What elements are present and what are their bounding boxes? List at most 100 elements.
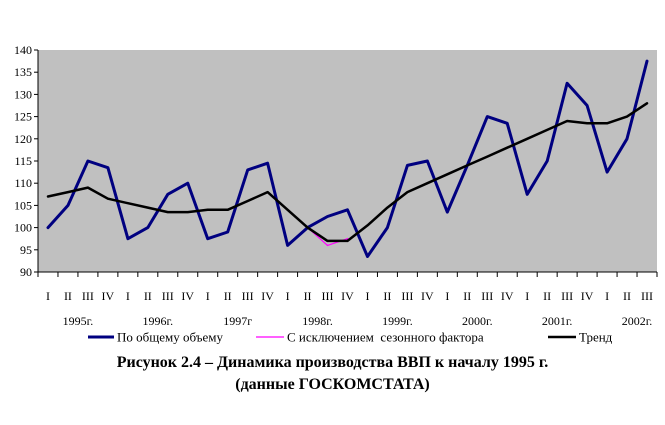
- y-axis: 90 95 100 105 110 115 120 125 130 135 140: [14, 43, 39, 279]
- y-tick-label: 130: [14, 87, 32, 101]
- data-point: [47, 226, 49, 229]
- x-tick-label: I: [445, 289, 449, 303]
- x-tick-label: IV: [421, 289, 434, 303]
- data-point: [147, 206, 149, 209]
- data-point: [386, 206, 389, 209]
- data-point: [446, 173, 449, 176]
- y-tick-label: 135: [14, 65, 32, 79]
- data-point: [286, 209, 289, 211]
- x-tick-label: III: [162, 289, 174, 303]
- x-tick-label: II: [304, 289, 312, 303]
- y-tick-label: 115: [14, 154, 32, 168]
- data-point: [486, 115, 489, 118]
- x-tick-label: III: [641, 289, 653, 303]
- year-label: 1997г: [223, 314, 252, 328]
- data-point: [546, 160, 548, 162]
- data-point: [226, 209, 229, 211]
- data-point: [286, 244, 289, 247]
- data-point: [346, 240, 349, 242]
- x-tick-label: II: [64, 289, 72, 303]
- data-point: [546, 129, 548, 131]
- x-tick-label: I: [605, 289, 609, 303]
- data-point: [47, 195, 49, 198]
- data-point: [326, 244, 329, 247]
- legend-label: С исключением сезонного фактора: [287, 330, 484, 345]
- data-point: [566, 82, 568, 85]
- x-tick-label: IV: [261, 289, 274, 303]
- year-label: 1999г.: [382, 314, 413, 328]
- data-point: [566, 120, 568, 122]
- data-point: [386, 226, 389, 229]
- series-layer: [46, 59, 649, 258]
- data-point: [626, 115, 628, 118]
- legend-label: По общему объему: [117, 330, 224, 345]
- data-point: [67, 204, 69, 207]
- plot-area: [38, 50, 657, 272]
- data-point: [506, 146, 509, 149]
- x-tick-label: I: [286, 289, 290, 303]
- x-tick-label: I: [46, 289, 50, 303]
- data-point: [466, 164, 469, 167]
- figure-subcaption: (данные ГОСКОМСТАТА): [235, 376, 430, 393]
- data-point: [426, 160, 429, 162]
- x-tick-label: I: [365, 289, 369, 303]
- data-point: [526, 138, 529, 140]
- x-tick-label: III: [481, 289, 493, 303]
- data-point: [626, 138, 628, 140]
- x-tick-label: III: [82, 289, 94, 303]
- x-tick-label: I: [525, 289, 529, 303]
- x-tick-label: IV: [181, 289, 194, 303]
- x-tick-label: IV: [341, 289, 354, 303]
- y-tick-label: 140: [14, 43, 32, 57]
- x-axis: I II III IV I II III IV I II III IV I II III IV I II III IV…: [37, 271, 658, 328]
- year-label: 1995г.: [63, 314, 94, 328]
- data-point: [606, 171, 608, 173]
- y-tick-label: 125: [14, 110, 32, 124]
- data-point: [306, 226, 309, 229]
- data-point: [186, 211, 189, 213]
- data-point: [107, 197, 109, 200]
- year-label: 1998г.: [302, 314, 333, 328]
- data-point: [206, 237, 209, 240]
- figure-caption: Рисунок 2.4 – Динамика производства ВВП …: [116, 354, 549, 371]
- data-point: [646, 102, 648, 105]
- data-point: [366, 255, 369, 258]
- data-point: [206, 209, 209, 211]
- legend-label: Тренд: [579, 330, 613, 345]
- data-point: [246, 169, 249, 171]
- x-tick-label: IV: [102, 289, 115, 303]
- x-tick-label: II: [543, 289, 551, 303]
- y-tick-label: 100: [14, 221, 32, 235]
- y-tick-label: 120: [14, 132, 32, 146]
- data-point: [506, 122, 509, 125]
- x-tick-label: II: [623, 289, 631, 303]
- x-tick-label: I: [206, 289, 210, 303]
- x-tick-label: II: [463, 289, 471, 303]
- data-point: [526, 193, 529, 196]
- data-point: [326, 240, 329, 242]
- x-tick-label: I: [126, 289, 130, 303]
- x-tick-label: III: [561, 289, 573, 303]
- data-point: [186, 182, 189, 184]
- year-label: 2000г.: [462, 314, 493, 328]
- data-point: [406, 164, 409, 167]
- x-tick-label: II: [383, 289, 391, 303]
- year-label: 2002г.: [622, 314, 653, 328]
- y-tick-label: 110: [14, 176, 32, 190]
- data-point: [426, 182, 429, 184]
- year-label: 1996г.: [143, 314, 174, 328]
- data-point: [226, 231, 229, 233]
- legend: По общему объему С исключением сезонного …: [88, 330, 613, 345]
- x-tick-label: IV: [581, 289, 594, 303]
- data-point: [346, 209, 349, 211]
- data-point: [406, 191, 409, 193]
- data-point: [606, 122, 608, 125]
- y-tick-label: 90: [20, 265, 32, 279]
- data-point: [486, 155, 489, 158]
- x-tick-label: II: [224, 289, 232, 303]
- data-point: [586, 122, 588, 125]
- y-tick-label: 95: [20, 243, 32, 257]
- year-label: 2001г.: [542, 314, 573, 328]
- data-point: [166, 193, 169, 196]
